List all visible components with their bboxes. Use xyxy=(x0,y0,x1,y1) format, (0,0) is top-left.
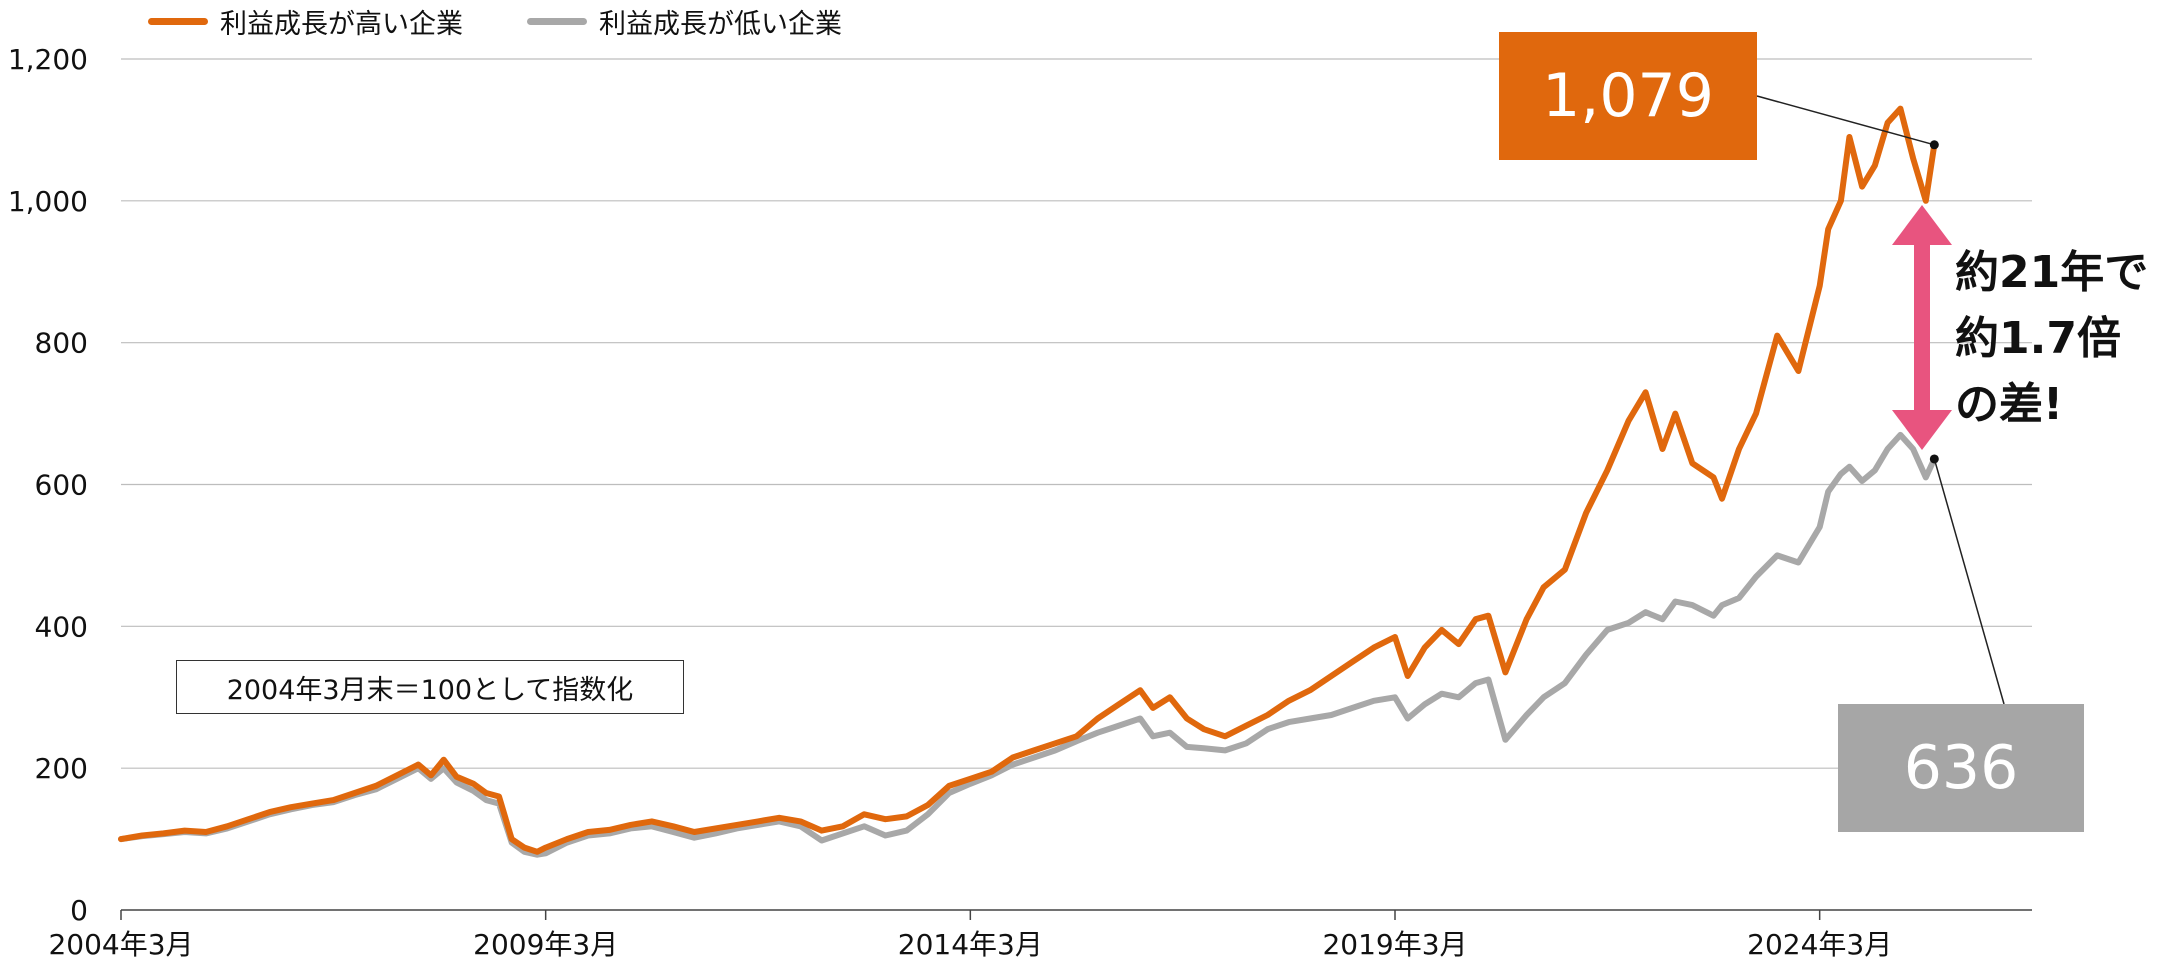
y-tick-label: 800 xyxy=(35,327,88,360)
gap-arrow-head-top xyxy=(1892,205,1952,245)
gap-annotation: 約21年で 約1.7倍 の差! xyxy=(1955,240,2148,438)
series-line xyxy=(118,105,1938,855)
endpoint-high xyxy=(1929,140,1939,150)
endpoint-low xyxy=(1929,454,1939,464)
gap-annotation-line-3: の差! xyxy=(1955,379,2064,430)
x-tick-label: 2014年3月 xyxy=(898,928,1043,961)
leader-lines xyxy=(1756,95,2005,705)
axes: 0 200 400 600 800 1,000 1,200 2004年3月 2009年3月 201… xyxy=(8,43,2032,961)
x-tick-label: 2004年3月 xyxy=(48,928,193,961)
legend-label-low: 利益成長が低い企業 xyxy=(599,9,842,40)
leader-line-high xyxy=(1756,95,1935,146)
gridlines xyxy=(121,58,2032,769)
series-lines xyxy=(118,105,1938,858)
gap-arrow-head-bottom xyxy=(1892,410,1952,450)
legend: 利益成長が高い企業 利益成長が低い企業 xyxy=(148,2,842,41)
gap-arrow xyxy=(1892,205,1952,450)
x-tick-label: 2024年3月 xyxy=(1747,928,1892,961)
legend-item-low: 利益成長が低い企業 xyxy=(527,2,842,41)
y-tick-label: 1,000 xyxy=(8,185,88,218)
y-tick-label: 400 xyxy=(35,610,88,643)
y-tick-label: 200 xyxy=(35,752,88,785)
index-note: 2004年3月末＝100として指数化 xyxy=(176,660,684,714)
legend-item-high: 利益成長が高い企業 xyxy=(148,2,463,41)
y-tick-label: 1,200 xyxy=(8,43,88,76)
leader-line-low xyxy=(1933,458,2005,705)
gap-annotation-line-1: 約21年で xyxy=(1955,247,2149,298)
series-line xyxy=(118,431,1938,858)
callout-low-value: 636 xyxy=(1838,704,2084,832)
legend-swatch-low xyxy=(527,18,587,25)
x-tick-label: 2019年3月 xyxy=(1322,928,1467,961)
y-tick-label: 0 xyxy=(70,894,88,927)
x-tick-label: 2009年3月 xyxy=(473,928,618,961)
callout-high-value: 1,079 xyxy=(1499,32,1757,160)
legend-swatch-high xyxy=(148,18,208,25)
legend-label-high: 利益成長が高い企業 xyxy=(220,9,463,40)
gap-annotation-line-2: 約1.7倍 xyxy=(1955,313,2121,364)
y-tick-label: 600 xyxy=(35,469,88,502)
